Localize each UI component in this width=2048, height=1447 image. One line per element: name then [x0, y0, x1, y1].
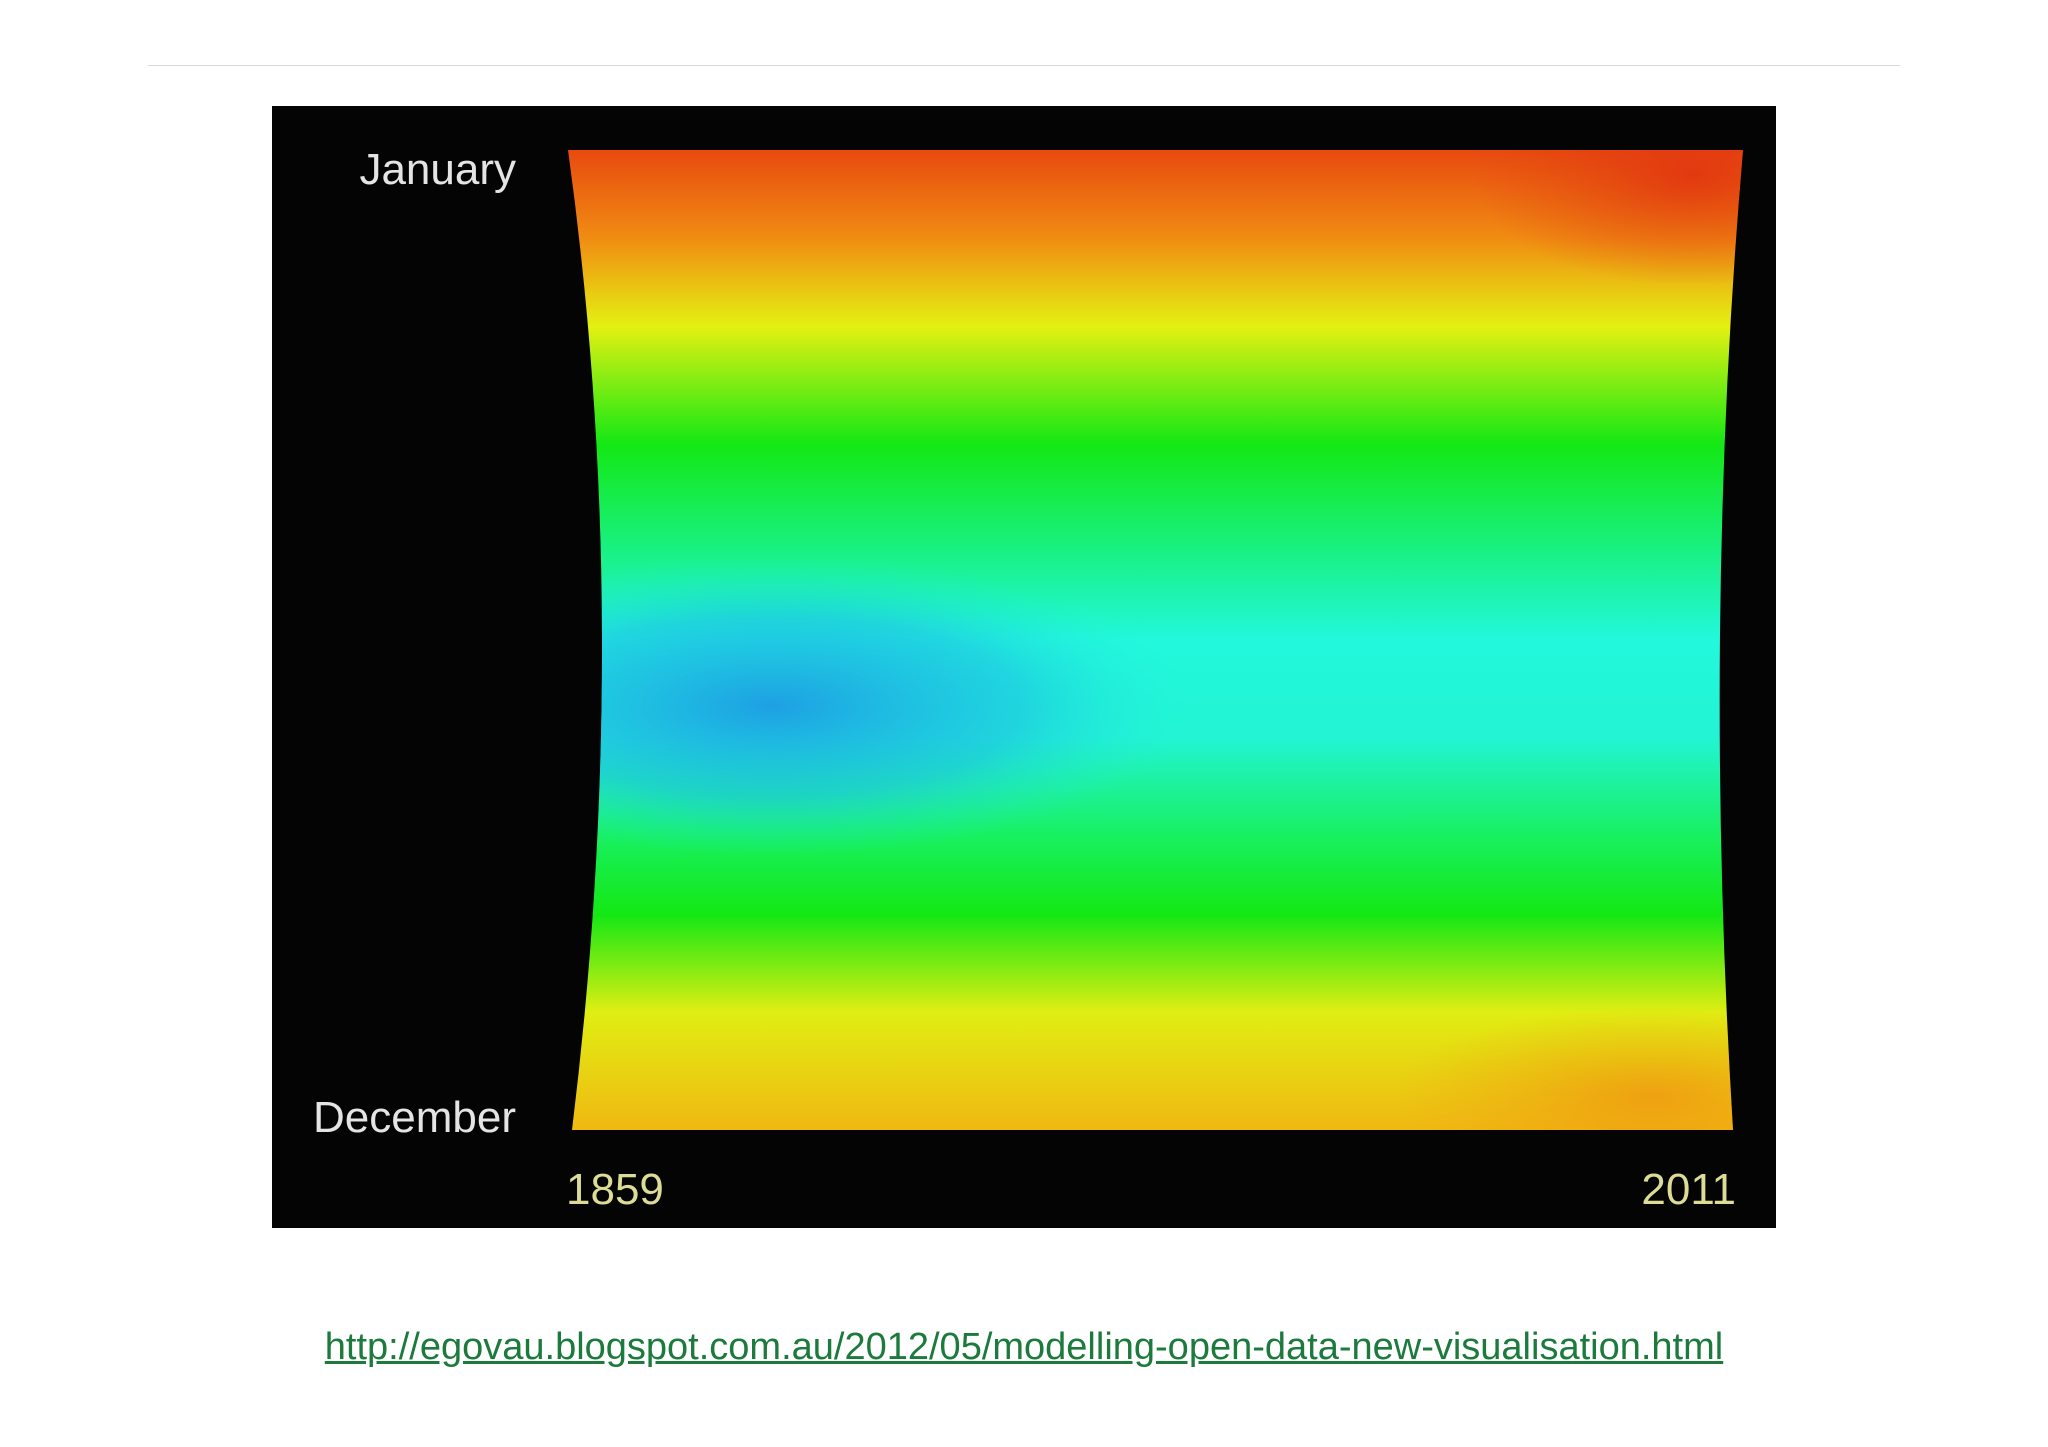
label-bottom: December: [313, 1093, 516, 1142]
heatmap-area: [568, 150, 1743, 1130]
label-end: 2011: [1641, 1165, 1736, 1214]
heatmap-image: January December 1859 2011: [272, 106, 1776, 1228]
source-link[interactable]: http://egovau.blogspot.com.au/2012/05/mo…: [324, 1326, 1724, 1368]
divider: [148, 65, 1900, 66]
label-start: 1859: [566, 1165, 664, 1214]
label-top: January: [359, 145, 516, 194]
